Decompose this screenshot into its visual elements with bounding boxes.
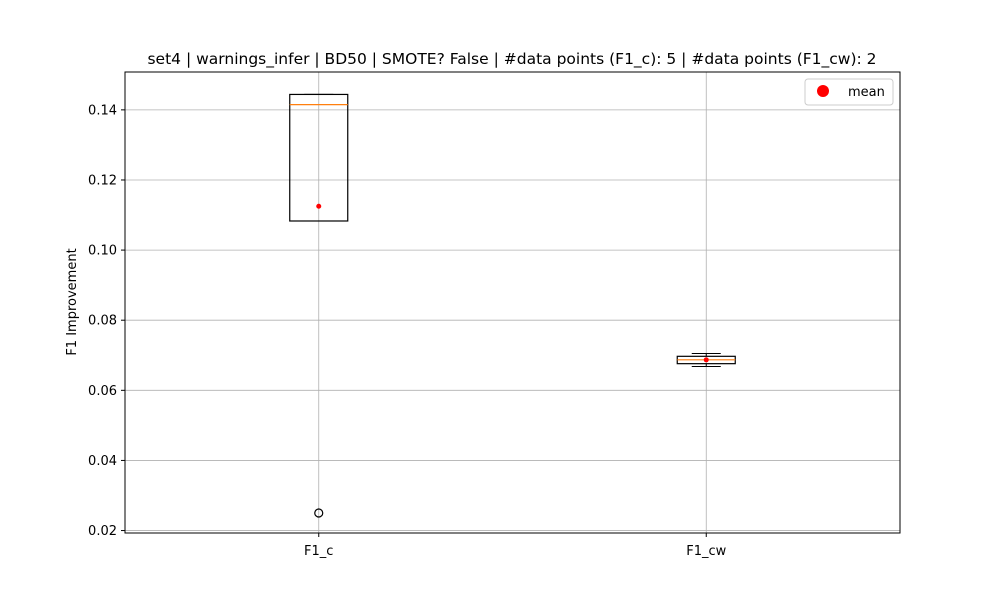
y-tick-label: 0.08 <box>88 314 117 329</box>
outlier-point <box>314 508 324 518</box>
y-tick-label: 0.04 <box>88 454 117 469</box>
y-tick-label: 0.12 <box>88 173 117 188</box>
y-tick-label: 0.06 <box>88 384 117 399</box>
grid-lines <box>125 72 900 533</box>
legend-frame <box>804 78 894 106</box>
chart-title: set4 | warnings_infer | BD50 | SMOTE? Fa… <box>147 50 876 69</box>
iqr-box <box>289 93 349 222</box>
mean-marker <box>703 357 709 363</box>
x-tick-label: F1_c <box>304 544 333 559</box>
box-F1_cw <box>676 353 736 367</box>
mean-marker <box>316 203 322 209</box>
legend-mean-label: mean <box>848 85 885 100</box>
plot-frame <box>124 71 901 534</box>
y-axis-ticks: 0.02 0.04 0.06 0.08 0.10 0.12 0.14 <box>88 103 125 539</box>
box-F1_c <box>289 93 349 518</box>
y-tick-label: 0.02 <box>88 524 117 539</box>
x-axis-ticks: F1_c F1_cw <box>304 533 727 559</box>
y-tick-label: 0.14 <box>88 103 117 118</box>
legend-mean-marker <box>817 85 829 97</box>
legend: mean <box>804 78 894 106</box>
y-axis-label: F1 Improvement <box>65 248 80 355</box>
boxes-layer <box>289 93 736 518</box>
y-tick-label: 0.10 <box>88 244 117 259</box>
x-tick-label: F1_cw <box>686 544 726 559</box>
